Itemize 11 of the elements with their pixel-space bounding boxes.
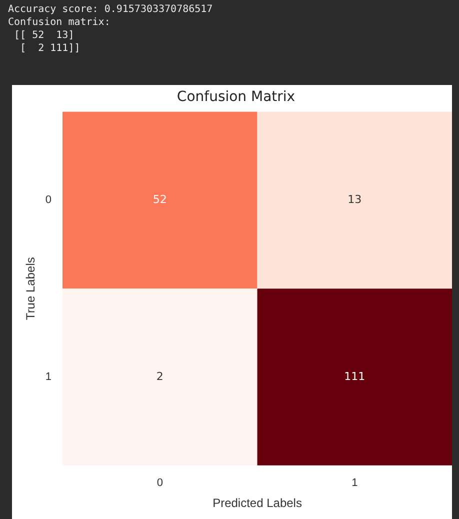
data-label: 13 xyxy=(348,193,362,206)
data-label: 52 xyxy=(152,193,167,206)
text: [ 2 111]] xyxy=(19,42,82,55)
chart-title: Confusion Matrix xyxy=(176,89,296,106)
y-axis-title: True Labels xyxy=(24,257,38,320)
text: [[ 52 13] xyxy=(13,29,76,42)
text: Confusion matrix: xyxy=(8,16,112,29)
data-label: 111 xyxy=(344,370,366,383)
x-axis-title: Predicted Labels xyxy=(212,496,302,510)
data-label: 2 xyxy=(156,370,164,383)
text: Accuracy score: 0.9157303370786517 xyxy=(8,3,214,16)
